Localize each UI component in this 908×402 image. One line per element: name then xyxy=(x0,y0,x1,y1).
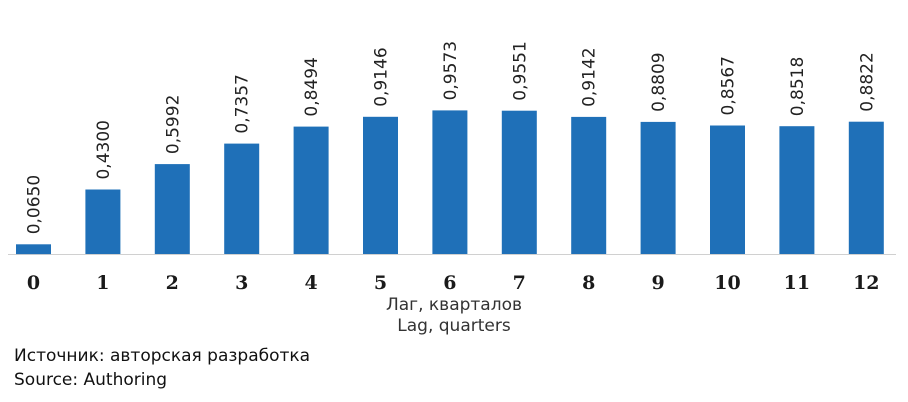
value-label-12: 0,8822 xyxy=(857,52,877,111)
value-label-4: 0,8494 xyxy=(302,57,322,116)
category-label-3: 3 xyxy=(235,272,248,294)
value-label-9: 0,8809 xyxy=(649,52,669,111)
value-label-11: 0,8518 xyxy=(788,57,808,116)
category-label-1: 1 xyxy=(96,272,109,294)
bar-1 xyxy=(85,189,121,254)
bar-9 xyxy=(640,121,676,255)
bar-6 xyxy=(432,110,468,255)
value-label-7: 0,9551 xyxy=(510,41,530,100)
bar-12 xyxy=(848,121,884,254)
value-label-5: 0,9146 xyxy=(372,47,392,106)
bar-7 xyxy=(501,110,537,254)
category-label-10: 10 xyxy=(714,272,740,294)
category-label-9: 9 xyxy=(651,272,664,294)
value-label-10: 0,8567 xyxy=(719,56,739,115)
value-label-2: 0,5992 xyxy=(163,95,183,154)
category-label-12: 12 xyxy=(853,272,879,294)
x-axis-title-en: Lag, quarters xyxy=(397,316,511,336)
x-axis-title-ru: Лаг, кварталов xyxy=(385,295,523,315)
bar-8 xyxy=(571,116,607,255)
bar-4 xyxy=(293,126,329,254)
bar-5 xyxy=(363,116,398,254)
bar-0 xyxy=(16,244,51,255)
source-note-en: Source: Authoring xyxy=(14,370,168,390)
category-label-11: 11 xyxy=(784,272,810,294)
category-label-7: 7 xyxy=(513,272,526,294)
bar-10 xyxy=(710,125,745,254)
value-label-8: 0,9142 xyxy=(580,47,600,106)
category-label-6: 6 xyxy=(443,272,456,294)
source-note-ru: Источник: авторская разработка xyxy=(14,346,311,366)
value-label-0: 0,0650 xyxy=(25,175,45,234)
category-label-8: 8 xyxy=(582,272,595,294)
category-label-2: 2 xyxy=(166,272,179,294)
bar-chart: 0,0650 0 0,4300 1 0,5992 2 0,7357 3 0,8494 4 0,914… xyxy=(8,41,896,294)
bar-2 xyxy=(154,164,190,254)
value-label-1: 0,4300 xyxy=(94,120,114,179)
category-label-4: 4 xyxy=(304,272,317,294)
bar-3 xyxy=(224,143,260,254)
value-label-6: 0,9573 xyxy=(441,41,461,100)
bar-11 xyxy=(779,126,815,254)
value-label-3: 0,7357 xyxy=(233,74,253,133)
category-label-5: 5 xyxy=(374,272,387,294)
category-label-0: 0 xyxy=(27,272,40,294)
